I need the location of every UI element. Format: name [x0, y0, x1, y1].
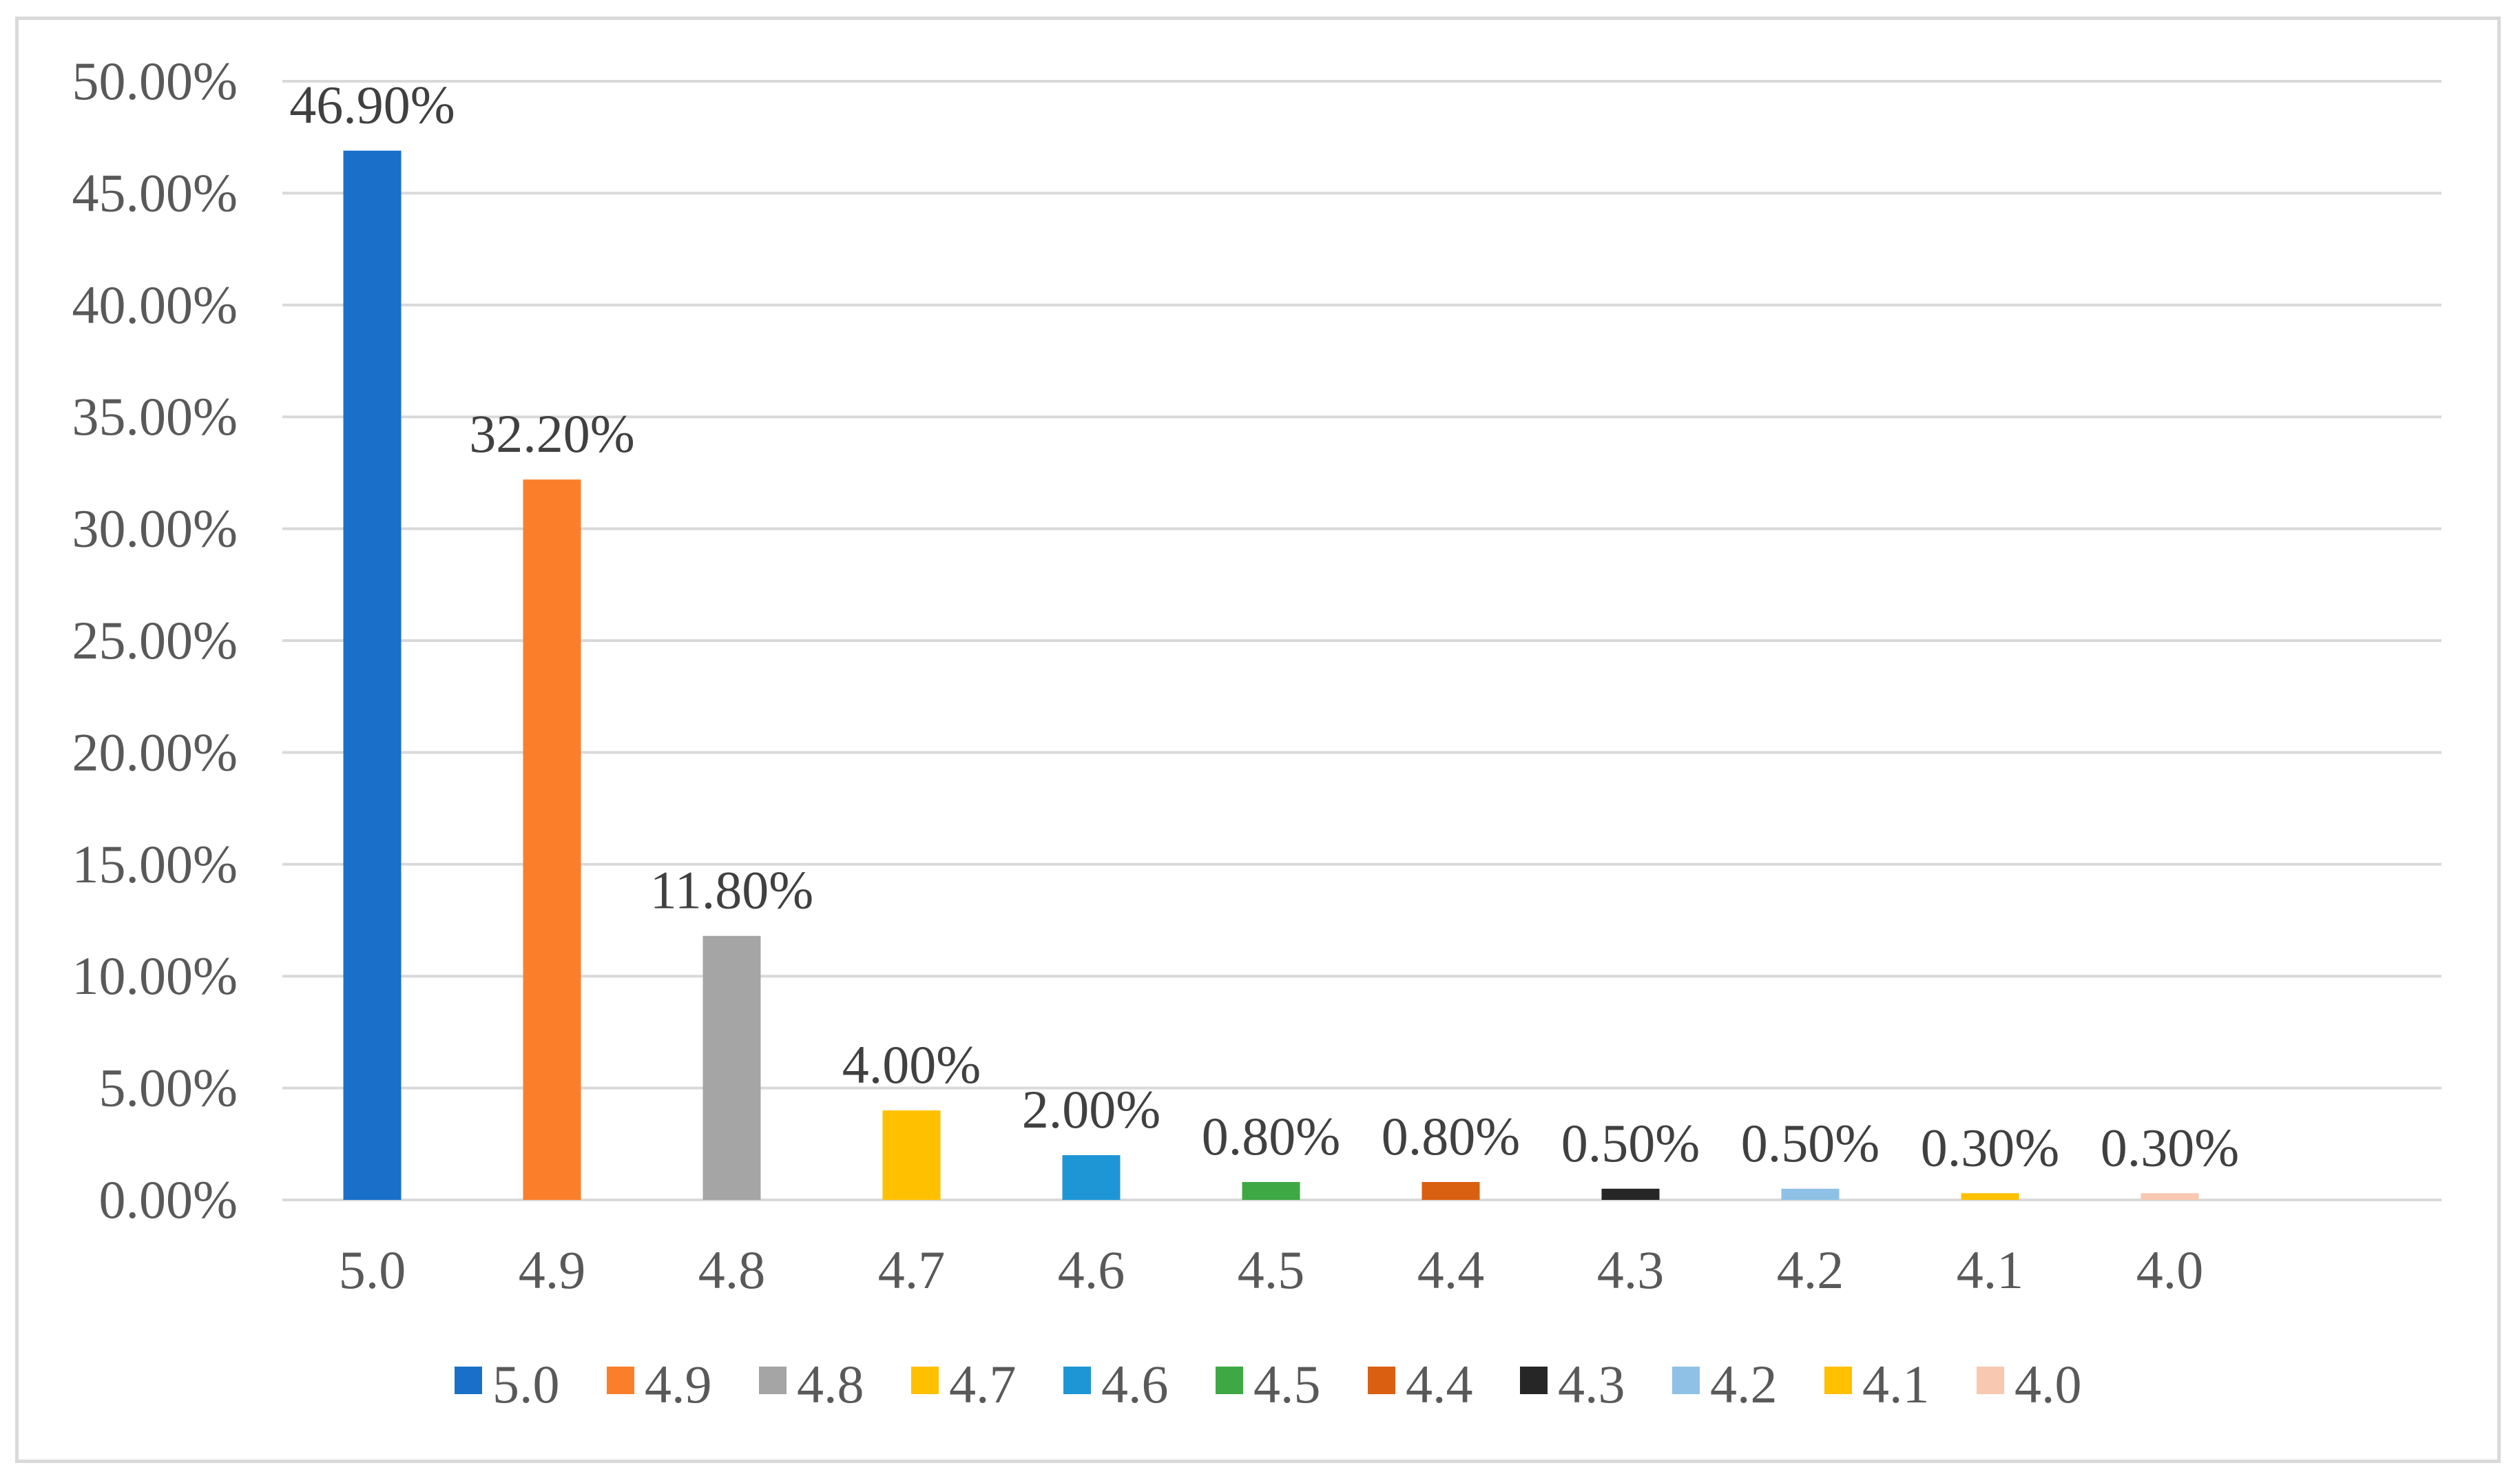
- data-label: 2.00%: [1022, 1079, 1160, 1139]
- y-tick-label: 25.00%: [72, 610, 238, 670]
- x-tick-label: 4.7: [878, 1240, 946, 1300]
- legend-label: 4.3: [1558, 1354, 1625, 1414]
- legend-label: 4.9: [645, 1354, 712, 1414]
- y-tick-label: 15.00%: [72, 834, 238, 894]
- bars: [343, 150, 2199, 1201]
- gridlines: [282, 80, 2441, 1201]
- data-label: 11.80%: [650, 860, 814, 920]
- data-label: 0.80%: [1202, 1106, 1340, 1166]
- bar-4-0: [2141, 1193, 2199, 1200]
- data-label: 4.00%: [842, 1035, 981, 1095]
- y-tick-label: 0.00%: [99, 1170, 238, 1230]
- x-axis-labels: 5.0 4.9 4.8 4.7 4.6 4.5 4.4 4.3 4.2 4.1 4.0: [339, 1240, 2204, 1300]
- x-tick-label: 4.0: [2136, 1240, 2204, 1300]
- legend-label: 4.0: [2014, 1354, 2082, 1414]
- bar-4-7: [882, 1110, 941, 1200]
- data-label: 46.90%: [289, 75, 455, 135]
- x-tick-label: 4.9: [519, 1240, 586, 1300]
- legend-label: 4.2: [1710, 1354, 1778, 1414]
- x-tick-label: 4.2: [1777, 1240, 1844, 1300]
- bar-5-0: [343, 150, 402, 1201]
- y-tick-label: 5.00%: [99, 1058, 238, 1118]
- legend-swatch: [1216, 1367, 1243, 1394]
- legend-swatch: [911, 1367, 939, 1394]
- y-tick-label: 10.00%: [72, 946, 238, 1006]
- bar-4-9: [523, 479, 581, 1200]
- legend-swatch: [759, 1367, 787, 1394]
- bar-4-2: [1781, 1188, 1840, 1200]
- bar-4-4: [1422, 1182, 1480, 1200]
- data-labels: 46.90% 32.20% 11.80% 4.00% 2.00% 0.80% 0.80% 0.…: [289, 75, 2239, 1178]
- x-tick-label: 4.1: [1957, 1240, 2024, 1300]
- legend-label: 4.5: [1253, 1354, 1321, 1414]
- data-label: 0.30%: [1921, 1117, 2059, 1177]
- bar-4-3: [1601, 1188, 1660, 1200]
- bar-4-5: [1242, 1182, 1300, 1200]
- legend-label: 5.0: [492, 1354, 560, 1414]
- legend-swatch: [1368, 1367, 1395, 1394]
- legend-label: 4.8: [797, 1354, 864, 1414]
- data-label: 32.20%: [469, 404, 634, 464]
- x-tick-label: 4.5: [1238, 1240, 1305, 1300]
- x-tick-label: 4.8: [698, 1240, 766, 1300]
- y-tick-label: 30.00%: [72, 499, 238, 559]
- bar-4-6: [1062, 1155, 1121, 1200]
- y-tick-label: 40.00%: [72, 275, 238, 335]
- legend-swatch: [1824, 1367, 1852, 1394]
- data-label: 0.50%: [1741, 1113, 1879, 1173]
- legend-swatch: [1520, 1367, 1548, 1394]
- bar-4-1: [1961, 1193, 2019, 1200]
- x-tick-label: 4.6: [1058, 1240, 1125, 1300]
- chart-frame: [15, 17, 2501, 1463]
- legend-swatch: [455, 1367, 482, 1394]
- data-label: 0.50%: [1561, 1113, 1700, 1173]
- y-tick-label: 45.00%: [72, 163, 238, 222]
- legend-label: 4.6: [1101, 1354, 1169, 1414]
- x-tick-label: 5.0: [339, 1240, 406, 1300]
- x-tick-label: 4.3: [1597, 1240, 1665, 1300]
- y-tick-label: 35.00%: [72, 386, 238, 446]
- data-label: 0.80%: [1382, 1106, 1520, 1166]
- y-axis-labels: 0.00% 5.00% 10.00% 15.00% 20.00% 25.00% 30.00%…: [72, 51, 238, 1230]
- legend: 5.0 4.9 4.8 4.7 4.6 4.5 4.4 4.3 4.2 4.1 4.0: [455, 1354, 2082, 1414]
- legend-swatch: [1977, 1367, 2004, 1394]
- legend-label: 4.4: [1406, 1354, 1473, 1414]
- legend-swatch: [607, 1367, 634, 1394]
- y-tick-label: 50.00%: [72, 51, 238, 111]
- x-tick-label: 4.4: [1417, 1240, 1485, 1300]
- y-tick-label: 20.00%: [72, 722, 238, 782]
- data-label: 0.30%: [2101, 1117, 2239, 1177]
- legend-swatch: [1063, 1367, 1091, 1394]
- legend-label: 4.7: [949, 1354, 1017, 1414]
- legend-swatch: [1672, 1367, 1700, 1394]
- legend-label: 4.1: [1862, 1354, 1930, 1414]
- bar-4-8: [702, 935, 761, 1200]
